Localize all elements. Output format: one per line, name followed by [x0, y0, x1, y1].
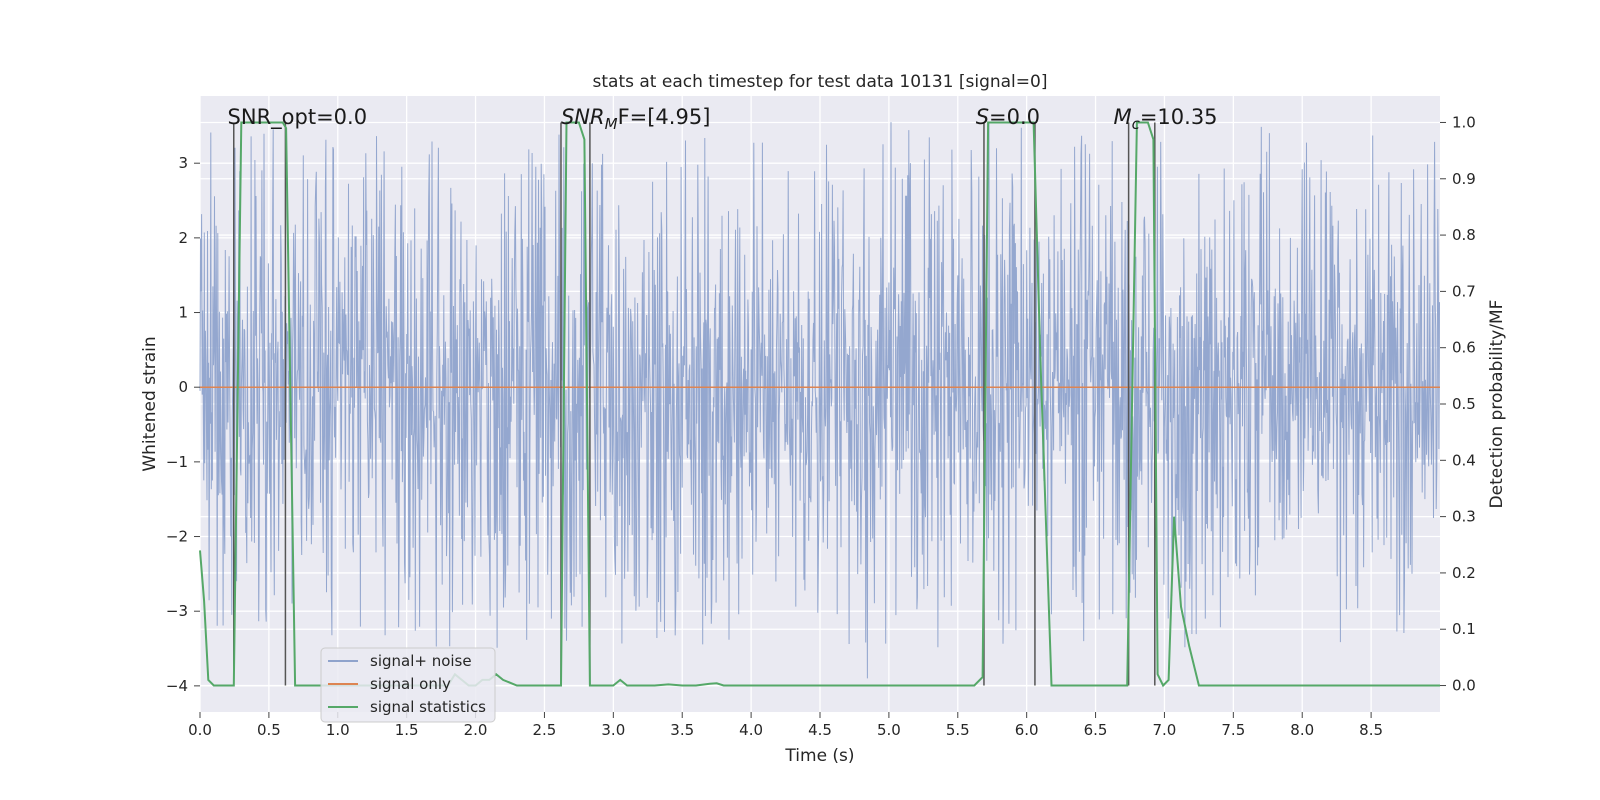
x-tick-label-0: 0.0: [188, 721, 212, 739]
y-tick-label-1: −3: [166, 602, 188, 620]
y-tick-label-5: 1: [178, 304, 188, 322]
y2-tick-label-7: 0.7: [1452, 282, 1476, 300]
y2-tick-label-4: 0.4: [1452, 451, 1476, 469]
noise-trace: [199, 122, 1440, 679]
y-tick-label-0: −4: [166, 677, 188, 695]
y2-tick-label-8: 0.8: [1452, 226, 1476, 244]
x-tick-label-5: 2.5: [533, 721, 557, 739]
annotation-snr-mf: SNRMF=[4.95]: [561, 105, 710, 133]
x-tick-label-1: 0.5: [257, 721, 281, 739]
y2-tick-label-3: 0.3: [1452, 508, 1476, 526]
y2-tick-label-6: 0.6: [1452, 339, 1476, 357]
x-tick-label-13: 6.5: [1084, 721, 1108, 739]
annotation-s-val: S=0.0: [976, 105, 1040, 129]
x-axis-label: Time (s): [784, 746, 854, 766]
y-tick-label-6: 2: [178, 229, 188, 247]
x-tick-label-4: 2.0: [464, 721, 488, 739]
series-signal-statistics: [199, 121, 1440, 688]
x-tick-label-8: 4.0: [739, 721, 763, 739]
y-tick-label-4: 0: [178, 378, 188, 396]
annotation-snr-opt: SNR_opt=0.0: [228, 105, 368, 130]
legend-label-stats: signal statistics: [370, 698, 486, 716]
x-tick-label-14: 7.0: [1153, 721, 1177, 739]
x-tick-label-3: 1.5: [395, 721, 419, 739]
x-tick-label-6: 3.0: [601, 721, 625, 739]
stats-line: [199, 121, 1440, 688]
legend-label-signal: signal only: [370, 675, 451, 693]
x-tick-label-9: 4.5: [808, 721, 832, 739]
x-tick-label-2: 1.0: [326, 721, 350, 739]
x-tick-label-12: 6.0: [1015, 721, 1039, 739]
y2-tick-label-1: 0.1: [1452, 620, 1476, 638]
chart-title: stats at each timestep for test data 101…: [593, 72, 1048, 92]
axes: 0.0 0.5 1.0 1.5 2.0 2.5 3.0 3.5 4.0 4.5 5.0 5.5 6.0 6…: [166, 113, 1476, 739]
y2-tick-label-0: 0.0: [1452, 677, 1476, 695]
y2-tick-label-2: 0.2: [1452, 564, 1476, 582]
y-axis-label: Whitened strain: [140, 336, 160, 471]
x-tick-label-10: 5.0: [877, 721, 901, 739]
x-tick-label-16: 8.0: [1290, 721, 1314, 739]
y2-tick-label-5: 0.5: [1452, 395, 1476, 413]
x-tick-label-7: 3.5: [670, 721, 694, 739]
legend-label-noise: signal+ noise: [370, 652, 472, 670]
legend-box: [320, 647, 496, 723]
y2-tick-label-10: 1.0: [1452, 113, 1476, 131]
x-tick-label-17: 8.5: [1359, 721, 1383, 739]
series-signal-noise: [199, 122, 1440, 679]
y2-axis-label: Detection probability/MF: [1487, 300, 1507, 509]
annotation-mc-val: Mc=10.35: [1113, 105, 1217, 133]
y-tick-label-7: 3: [178, 154, 188, 172]
annotations: SNR_opt=0.0 SNRMF=[4.95] S=0.0 Mc=10.35: [228, 105, 1218, 133]
x-tick-label-15: 7.5: [1221, 721, 1245, 739]
y-tick-label-2: −2: [166, 528, 188, 546]
x-tick-label-11: 5.5: [946, 721, 970, 739]
y-tick-label-3: −1: [166, 453, 188, 471]
y2-tick-label-9: 0.9: [1452, 170, 1476, 188]
legend: signal+ noise signal only signal statist…: [320, 647, 496, 723]
